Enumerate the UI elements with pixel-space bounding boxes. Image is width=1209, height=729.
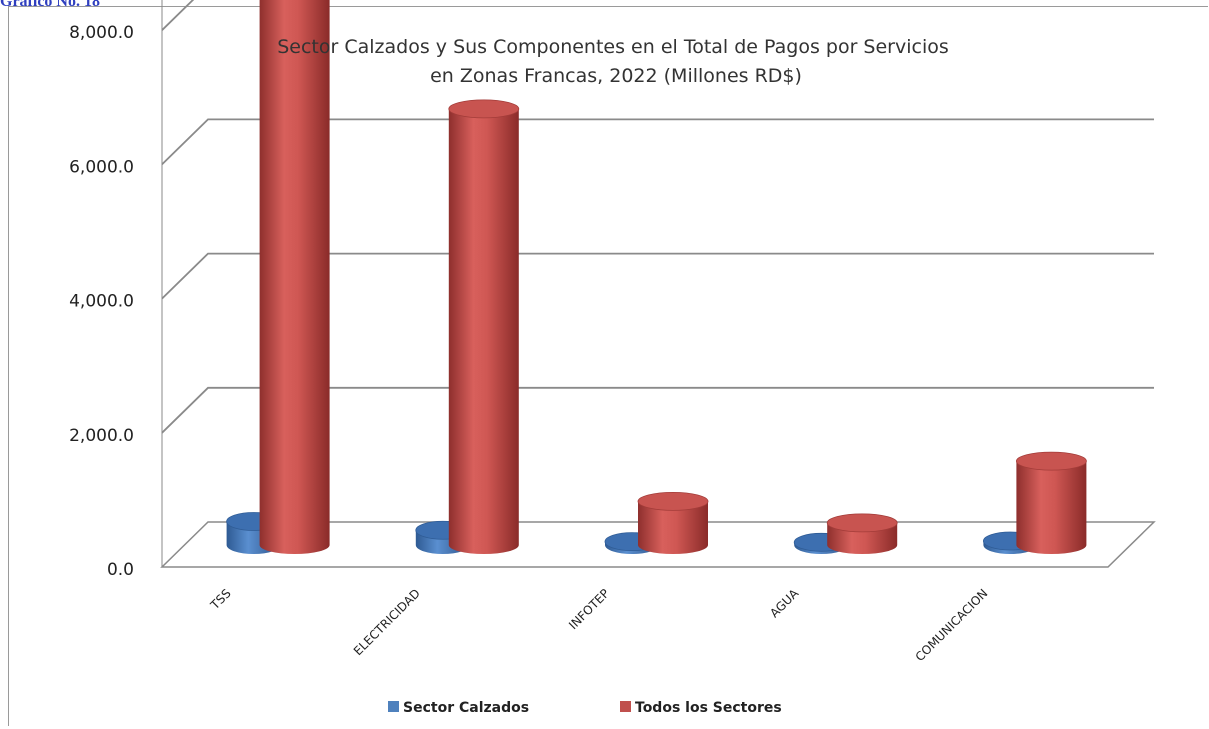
- bar-todos-los-sectores-comunicacion: [1016, 451, 1087, 554]
- legend: Sector Calzados Todos los Sectores: [388, 700, 782, 716]
- legend-swatch-sector-calzados: [388, 701, 399, 712]
- chart-title: Sector Calzados y Sus Componentes en el …: [277, 36, 949, 58]
- chart-floor: [160, 521, 1156, 568]
- bar-todos-los-sectores-tss: [259, 0, 330, 554]
- x-tick-label: COMUNICACION: [913, 586, 991, 664]
- bar-todos-los-sectores-agua: [826, 513, 898, 554]
- gridline: [161, 252, 1154, 300]
- bar-body: [259, 0, 330, 554]
- y-tick-label: 0.0: [107, 560, 134, 580]
- gridline: [161, 0, 195, 31]
- bar-body: [1016, 461, 1087, 554]
- y-tick-label: 2,000.0: [69, 426, 134, 446]
- bar-body: [448, 108, 519, 554]
- legend-label-sector-calzados: Sector Calzados: [403, 700, 529, 716]
- chart-frame: [8, 6, 1208, 726]
- y-tick-label: 8,000.0: [69, 23, 134, 43]
- legend-label-todos-los-sectores: Todos los Sectores: [635, 700, 782, 716]
- x-tick-label: ELECTRICIDAD: [351, 586, 423, 658]
- bar-top: [826, 513, 898, 533]
- bar-top: [1016, 451, 1087, 471]
- y-tick-label: 4,000.0: [69, 292, 134, 312]
- bar-body: [638, 501, 708, 554]
- x-tick-label: INFOTEP: [566, 586, 612, 632]
- bar-top: [637, 491, 709, 511]
- x-tick-label: AGUA: [767, 586, 802, 621]
- x-tick-label: TSS: [207, 586, 234, 613]
- legend-swatch-todos-los-sectores: [620, 701, 631, 712]
- gridline: [161, 118, 1154, 166]
- bar-top: [448, 99, 520, 119]
- bar-todos-los-sectores-infotep: [637, 491, 709, 554]
- gridline: [161, 386, 1154, 434]
- figure-caption: Gráfico No. 18: [0, 0, 100, 10]
- chart-subtitle: en Zonas Francas, 2022 (Millones RD$): [430, 65, 802, 87]
- bar-todos-los-sectores-electricidad: [448, 99, 520, 554]
- y-tick-label: 6,000.0: [69, 157, 134, 177]
